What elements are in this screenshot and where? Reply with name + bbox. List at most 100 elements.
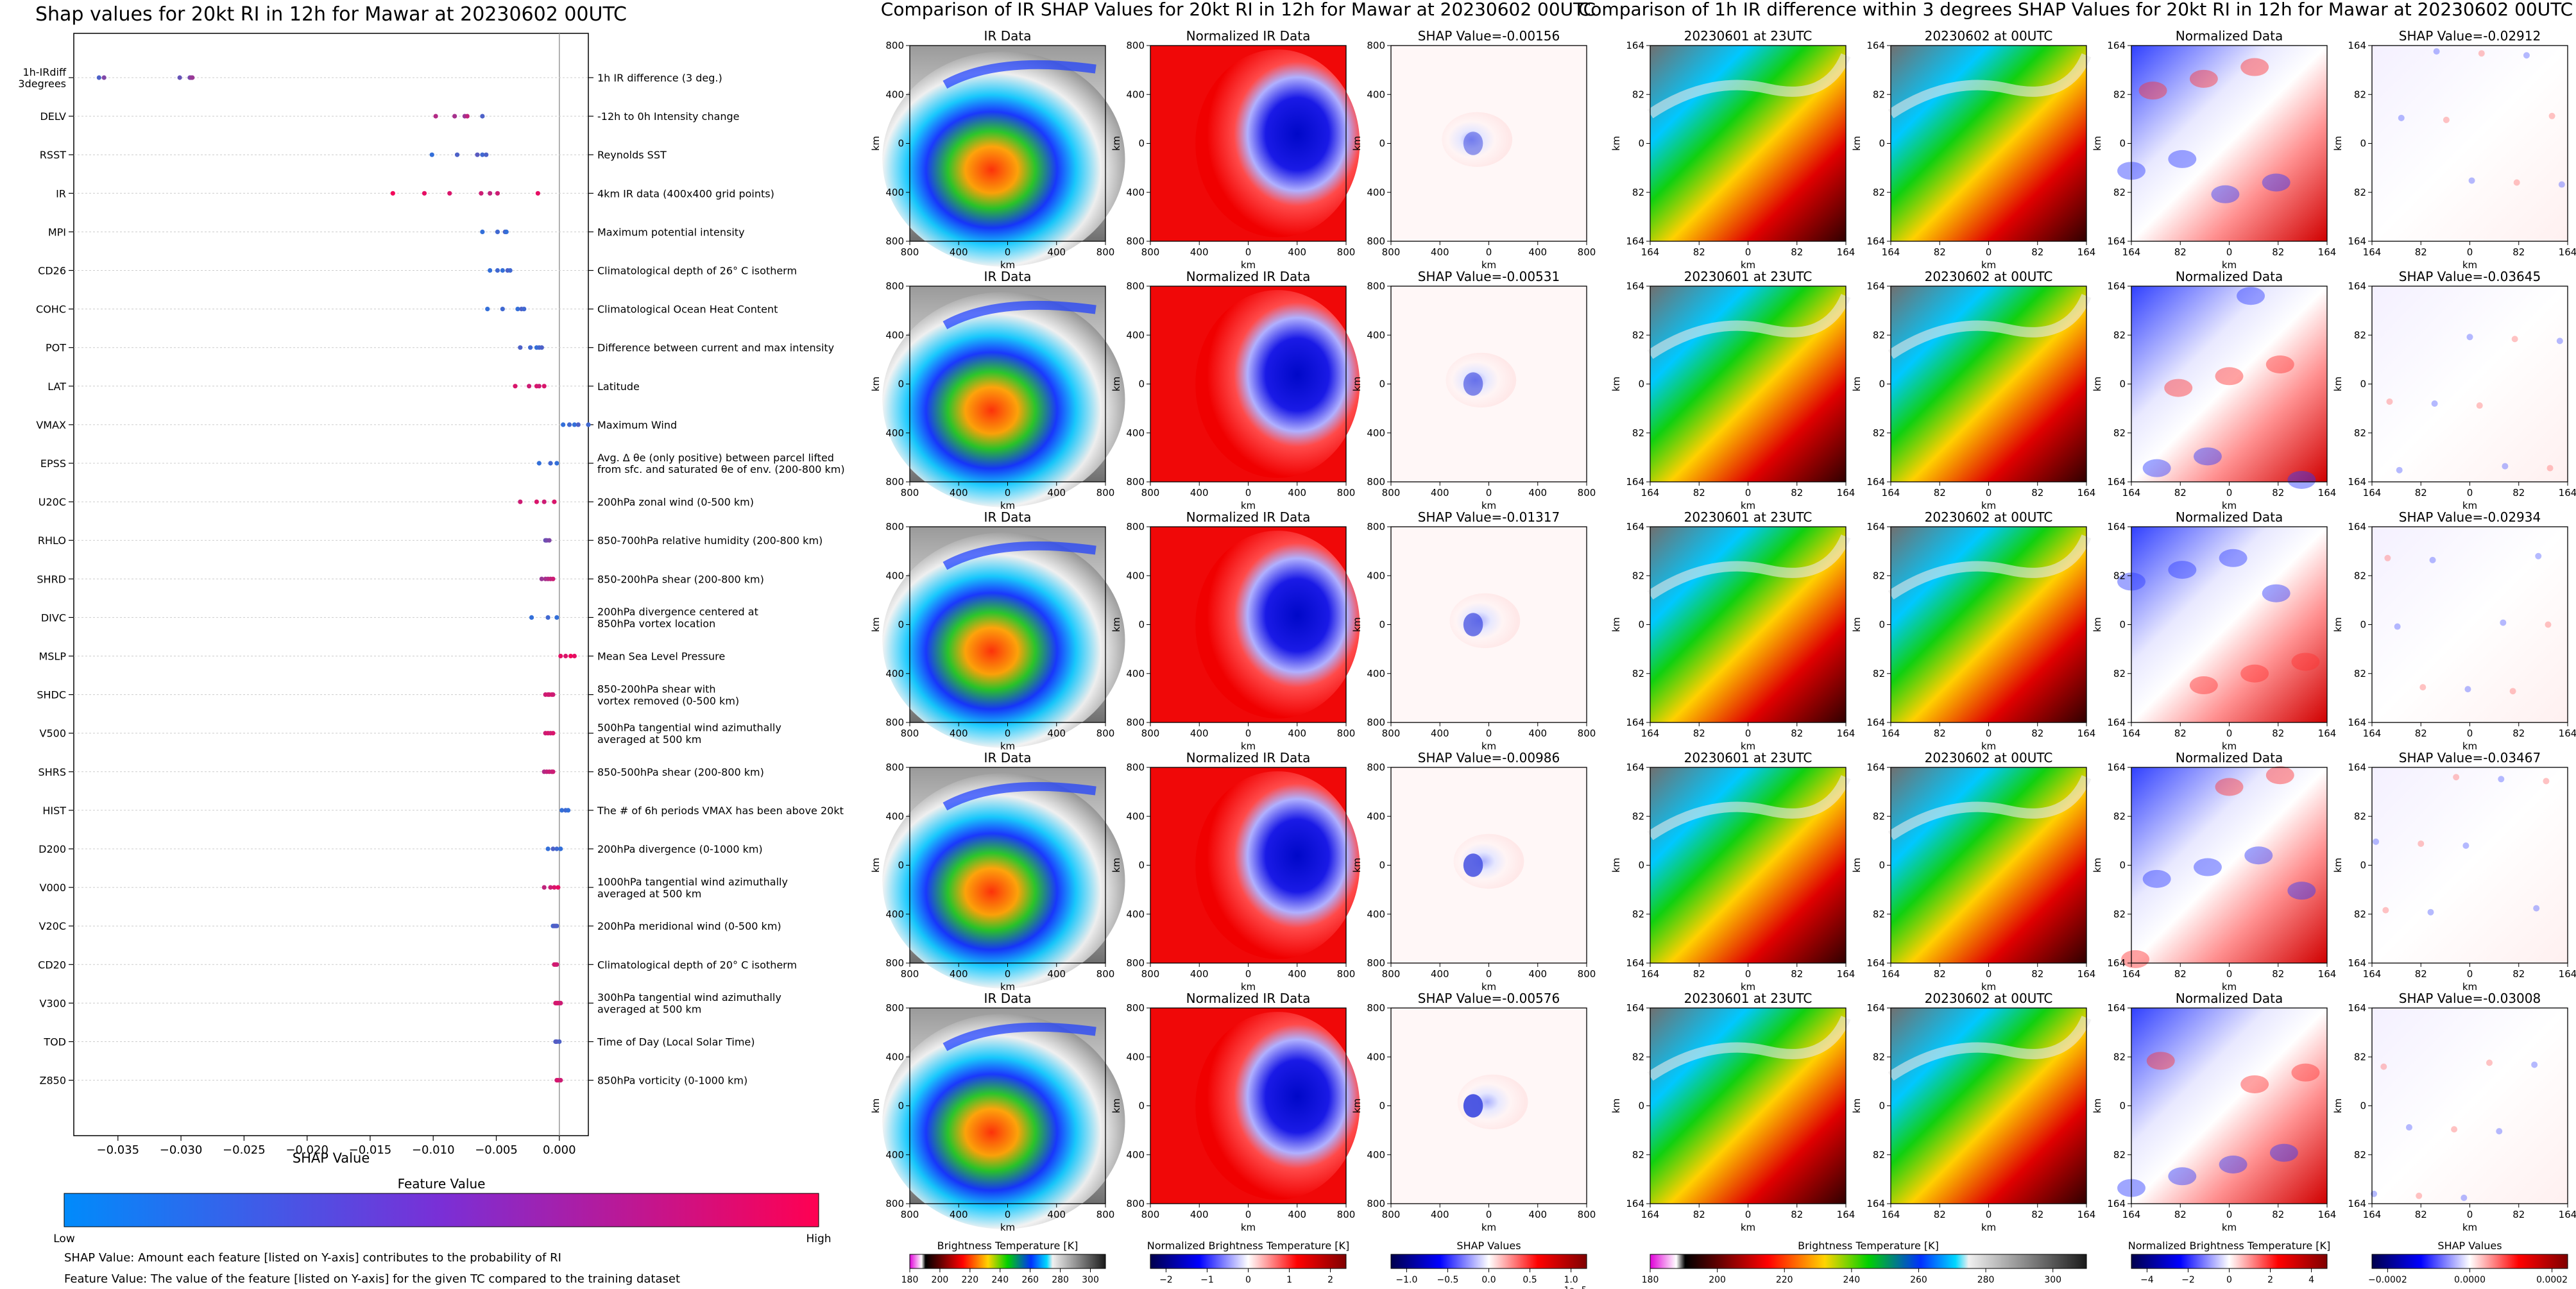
colorbar-label: Brightness Temperature [K] [1798, 1240, 1939, 1252]
map-y-tick-label: 164 [2348, 1198, 2366, 1209]
map-y-tick-label: 164 [1866, 717, 1885, 728]
map-x-tick-label: 82 [2415, 246, 2427, 258]
shap-point [536, 461, 542, 466]
shap-point [554, 461, 559, 466]
map-x-tick-label: 800 [1096, 728, 1115, 739]
ir-spiral-band [943, 300, 1096, 330]
map-y-tick-label: 82 [2113, 1149, 2126, 1161]
map-y-tick-label: 82 [1873, 89, 1885, 100]
map-y-tick-label: 0 [1138, 379, 1145, 390]
map-y-tick-label: 164 [1866, 1198, 1885, 1209]
shap-point [495, 268, 500, 273]
map-y-tick-label: 164 [2348, 957, 2366, 969]
map-y-tick-label: 82 [2354, 668, 2366, 679]
shapdiff-speck [2496, 1128, 2503, 1135]
shap-point [565, 808, 571, 813]
irdiff-map [1891, 46, 2086, 241]
map-x-tick-label: 164 [1837, 728, 1855, 739]
normdiff-blob [2211, 185, 2240, 203]
map-y-tick-label: 400 [885, 427, 904, 439]
shapdiff-map [2372, 1008, 2568, 1204]
map-y-tick-label: 400 [885, 810, 904, 822]
map-y-tick-label: 164 [1626, 717, 1644, 728]
map-x-tick-label: 164 [2363, 968, 2382, 980]
norm-storm-region [1195, 531, 1360, 719]
colorbar-tick-label: 1 [1286, 1275, 1292, 1285]
shap-x-tick-label: −0.005 [475, 1143, 518, 1157]
colorbar-tick-label: 280 [1052, 1275, 1069, 1285]
shap-point [545, 846, 550, 851]
map-y-tick-label: 82 [2113, 89, 2126, 100]
shap-point [495, 229, 500, 234]
colorbar-exponent: 1e−5 [1564, 1286, 1587, 1289]
map-x-tick-label: 82 [1693, 1209, 1705, 1220]
map-y-tick-label: 800 [1367, 476, 1385, 488]
map-column-title: Normalized Data [2176, 509, 2283, 525]
shap-point [550, 692, 556, 697]
map-column-title: 20230602 at 00UTC [1925, 509, 2053, 525]
map-x-tick-label: 800 [1382, 246, 1401, 258]
map-y-tick-label: 400 [885, 570, 904, 581]
shap-point [542, 384, 547, 389]
colorbar [1150, 1254, 1347, 1269]
map-y-tick-label: 164 [1866, 40, 1885, 51]
colorbar [2371, 1254, 2568, 1269]
map-y-tick-label: 164 [2107, 521, 2126, 533]
shap-map-core [1463, 132, 1483, 155]
shap-feature-code: SHDC [37, 689, 66, 701]
map-y-tick-label: 164 [2107, 1002, 2126, 1014]
map-x-tick-label: 164 [1882, 968, 1900, 980]
map-x-tick-label: 164 [2559, 1209, 2576, 1220]
shap-feature-code: SHRD [37, 573, 66, 585]
map-x-tick-label: 164 [2559, 728, 2576, 739]
map-y-tick-label: 82 [2113, 810, 2126, 822]
map-y-tick-label: 0 [1638, 1100, 1644, 1112]
shap-point [479, 191, 484, 196]
colorbar-tick-label: −1.0 [1395, 1275, 1417, 1285]
shap-feature-code: RSST [40, 149, 66, 161]
map-y-axis-label: km [1111, 617, 1122, 632]
map-x-tick-label: 164 [2363, 728, 2382, 739]
shapdiff-speck [2386, 398, 2393, 405]
map-y-tick-label: 400 [1367, 329, 1385, 341]
map-y-tick-label: 400 [1367, 187, 1385, 198]
shap-point [572, 653, 577, 659]
shap-point [429, 152, 434, 157]
normdiff-blob [2291, 1063, 2320, 1082]
map-y-axis-label: km [1851, 377, 1863, 391]
map-x-axis-label: km [1000, 981, 1015, 993]
colorbar-tick-label: 280 [1977, 1275, 1995, 1285]
map-y-tick-label: 164 [1866, 476, 1885, 488]
map-x-axis-label: km [1241, 500, 1256, 511]
map-x-tick-label: 400 [1190, 487, 1209, 499]
shap-feature-desc: Difference between current and max inten… [597, 342, 834, 354]
normdiff-blob [2262, 173, 2290, 192]
map-y-axis-label: km [1851, 858, 1863, 873]
shap-feature-code: EPSS [40, 457, 66, 470]
map-y-tick-label: 164 [1626, 40, 1644, 51]
shapdiff-speck [2500, 619, 2507, 626]
shap-feature-desc: 300hPa tangential wind azimuthally averag… [597, 991, 781, 1015]
map-y-axis-label: km [1111, 858, 1122, 873]
map-x-tick-label: 164 [2077, 968, 2096, 980]
shap-feature-code: COHC [36, 303, 66, 316]
shap-point [572, 422, 577, 427]
shap-point [558, 1078, 563, 1083]
map-x-axis-label: km [2222, 259, 2237, 271]
map-y-tick-label: 0 [1879, 1100, 1885, 1112]
normdiff-map [2131, 1008, 2327, 1204]
map-y-tick-label: 800 [885, 957, 904, 969]
map-x-axis-label: km [1000, 1222, 1015, 1233]
map-y-tick-label: 800 [1367, 235, 1385, 247]
shap-point [480, 152, 485, 157]
map-y-tick-label: 82 [1632, 1149, 1644, 1161]
shap-feature-desc: The # of 6h periods VMAX has been above … [597, 805, 844, 817]
colorbar-tick-label: 4 [2308, 1275, 2314, 1285]
map-y-tick-label: 400 [1126, 329, 1145, 341]
map-y-tick-label: 0 [1379, 619, 1385, 631]
map-y-axis-label: km [2092, 1098, 2103, 1113]
map-x-tick-label: 800 [1141, 487, 1160, 499]
shap-value-title: SHAP Value=-0.02934 [2399, 509, 2541, 525]
shapdiff-speck [2476, 402, 2483, 409]
irdiff-map [1650, 767, 1846, 963]
